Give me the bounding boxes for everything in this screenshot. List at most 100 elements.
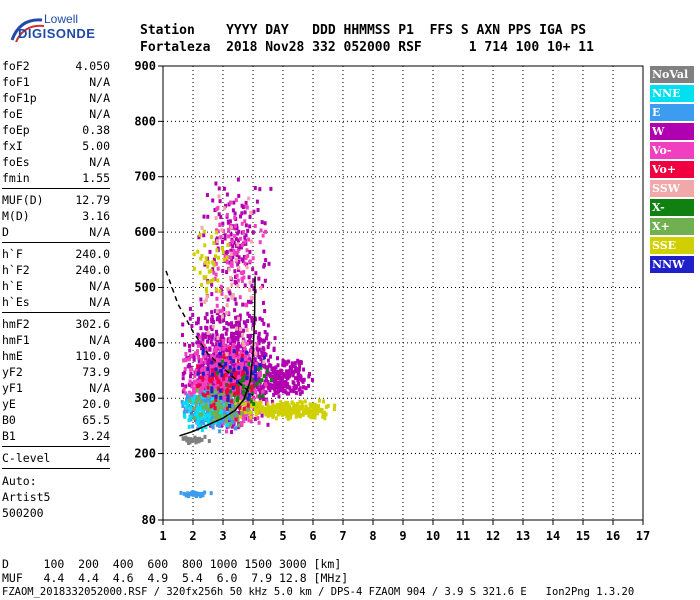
echo-point [229, 378, 233, 383]
echo-point [206, 264, 210, 269]
legend-entry: W [650, 123, 694, 140]
echo-point [248, 280, 252, 285]
echo-point [297, 376, 301, 381]
echo-point [251, 256, 255, 261]
echo-point [225, 303, 229, 308]
echo-point [203, 348, 207, 353]
echo-point [250, 384, 254, 389]
echo-point [256, 416, 260, 421]
echo-point [268, 384, 272, 389]
echo-point [205, 374, 209, 379]
echo-point [261, 338, 265, 343]
echo-point [258, 390, 262, 395]
echo-point [239, 385, 243, 390]
echo-point [225, 212, 229, 217]
echo-point [236, 334, 240, 339]
echo-point [224, 252, 228, 257]
echo-point [292, 381, 296, 386]
echo-point [284, 390, 288, 395]
param-name: fmin [2, 171, 30, 185]
echo-point [245, 265, 249, 270]
echo-point [300, 404, 304, 409]
echo-point [230, 362, 234, 367]
echo-point [251, 366, 255, 371]
echo-point [193, 374, 197, 379]
echo-point [234, 382, 238, 387]
echo-point [215, 236, 219, 241]
param-row: B0 65.5 [2, 412, 110, 428]
echo-point [309, 404, 313, 409]
header-line-1: Station YYYY DAY DDD HHMMSS P1 FFS S AXN… [140, 23, 587, 38]
legend-entry: NNE [650, 85, 694, 102]
echo-point [218, 410, 222, 415]
param-row: foF2 4.050 [2, 58, 110, 74]
echo-point [228, 397, 232, 402]
echo-point [182, 387, 186, 392]
echo-point [210, 372, 214, 377]
param-row: foE N/A [2, 106, 110, 122]
param-row: fmin 1.55 [2, 170, 110, 186]
echo-point [192, 266, 196, 271]
echo-point [247, 196, 251, 201]
echo-point [261, 233, 265, 238]
echo-point [217, 212, 221, 217]
echo-point [284, 380, 288, 385]
echo-point [258, 379, 262, 384]
echo-point [220, 388, 224, 393]
param-name: foF1p [2, 91, 37, 105]
echo-point [286, 369, 290, 374]
param-separator [2, 468, 110, 469]
echo-point [193, 351, 197, 356]
echo-point [223, 414, 227, 419]
echo-point [230, 415, 234, 420]
echo-point [208, 398, 212, 403]
echo-point [284, 361, 288, 366]
echo-point [207, 333, 211, 338]
echo-point [222, 342, 226, 347]
echo-point [215, 333, 219, 338]
echo-point [257, 420, 261, 425]
echo-point [196, 419, 200, 424]
echo-point [289, 388, 293, 393]
echo-point [234, 250, 238, 255]
echo-point [234, 315, 238, 320]
echo-point [278, 411, 282, 416]
echo-point [214, 230, 218, 235]
param-value: 65.5 [82, 413, 110, 427]
echo-point [248, 214, 252, 219]
echo-point [280, 376, 284, 381]
echo-point [221, 268, 225, 273]
y-tick-label: 400 [134, 336, 156, 350]
param-row: foEs N/A [2, 154, 110, 170]
echo-point [202, 335, 206, 340]
echo-point [296, 413, 300, 418]
echo-point [232, 416, 236, 421]
echo-point [241, 416, 245, 421]
echo-point [294, 376, 298, 381]
echo-point [200, 412, 204, 417]
echo-point [245, 393, 249, 398]
echo-point [291, 373, 295, 378]
echo-point [222, 346, 226, 351]
echo-point [216, 407, 220, 412]
echo-point [262, 355, 266, 360]
echo-point [214, 367, 218, 372]
echo-point [202, 398, 206, 403]
echo-point [195, 321, 199, 326]
echo-point [251, 230, 255, 235]
param-name: hmE [2, 349, 23, 363]
echo-point [214, 216, 218, 221]
echo-point [282, 412, 286, 417]
echo-point [218, 223, 222, 228]
echo-point [258, 240, 262, 245]
x-tick-label: 5 [279, 529, 286, 543]
echo-point [262, 389, 266, 394]
echo-point [237, 393, 241, 398]
echo-point [240, 357, 244, 362]
echo-point [244, 241, 248, 246]
echo-point [217, 394, 221, 399]
x-tick-label: 1 [159, 529, 166, 543]
echo-point [207, 336, 211, 341]
echo-point [236, 278, 240, 283]
param-separator [2, 242, 110, 243]
